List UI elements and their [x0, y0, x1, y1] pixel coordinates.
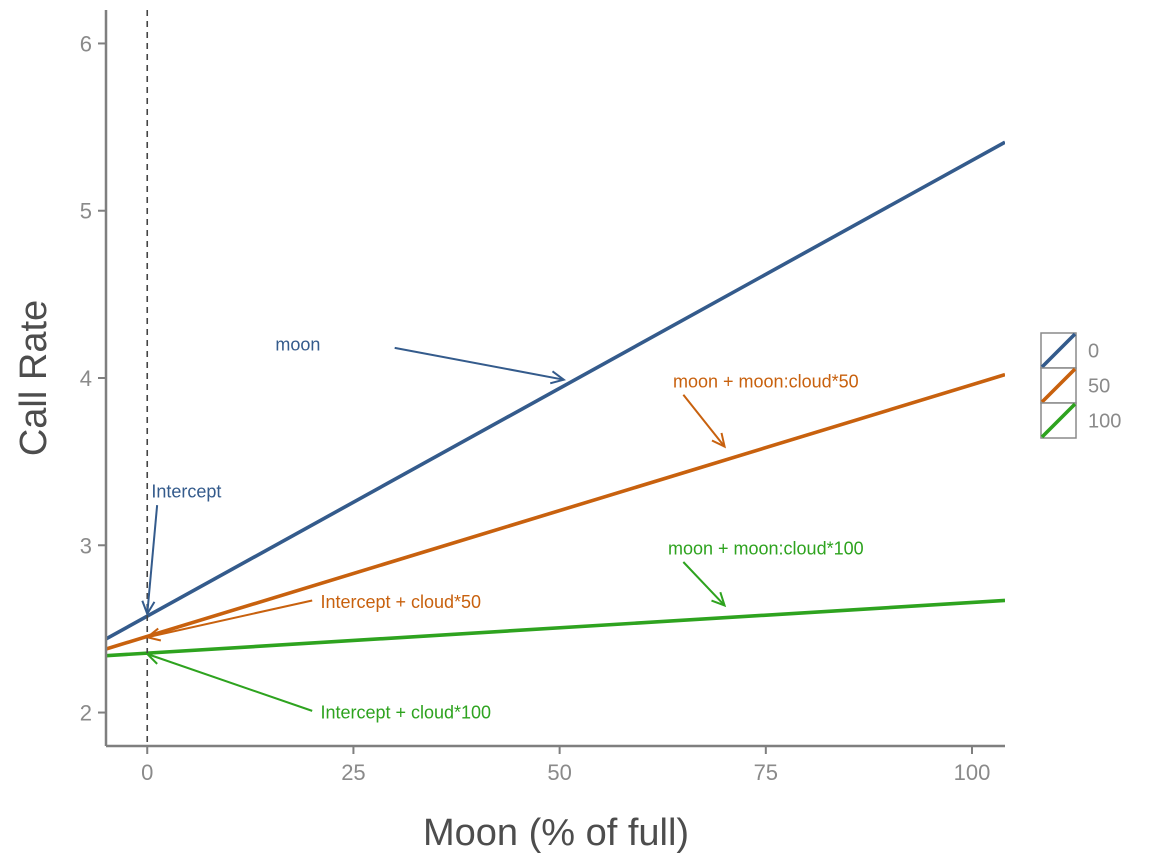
- y-tick-label: 4: [80, 366, 92, 391]
- x-tick-label: 75: [754, 760, 778, 785]
- legend: 0 50 100: [1040, 332, 1121, 439]
- annotation-label: moon: [275, 335, 320, 355]
- annotation-label: moon + moon:cloud*100: [668, 539, 864, 559]
- series-line-100: [106, 598, 1005, 658]
- y-tick-label: 6: [80, 31, 92, 56]
- legend-key-line-50: [1040, 367, 1077, 404]
- legend-key-line-100: [1040, 402, 1077, 439]
- y-tick-label: 2: [80, 701, 92, 726]
- y-tick-label: 3: [80, 533, 92, 558]
- annotation-arrow: [682, 394, 726, 448]
- series-line-50: [106, 372, 1005, 651]
- annotation-arrowhead: [711, 591, 727, 608]
- legend-label: 100: [1088, 411, 1121, 433]
- annotation-arrow: [394, 346, 564, 381]
- annotation-arrow: [146, 653, 313, 712]
- x-tick-label: 25: [341, 760, 365, 785]
- annotation-label: Intercept + cloud*50: [320, 592, 481, 612]
- annotation-arrow: [682, 561, 726, 607]
- x-tick-label: 100: [954, 760, 991, 785]
- y-tick-label: 5: [80, 199, 92, 224]
- annotation-arrowhead: [141, 600, 156, 617]
- x-axis-title: Moon (% of full): [423, 812, 689, 854]
- legend-key-line-0: [1040, 332, 1077, 369]
- annotation-arrowhead: [549, 370, 567, 385]
- x-tick-label: 50: [547, 760, 571, 785]
- series-line-0: [106, 140, 1005, 641]
- annotation-arrowhead: [711, 432, 727, 449]
- annotation-arrowhead: [145, 651, 162, 665]
- x-tick-label: 0: [141, 760, 153, 785]
- annotation-arrow: [147, 599, 313, 639]
- annotation-label: Intercept + cloud*100: [320, 703, 491, 723]
- annotation-label: Intercept: [151, 482, 221, 502]
- y-axis-title: Call Rate: [13, 300, 55, 456]
- legend-label: 0: [1088, 341, 1099, 363]
- annotation-label: moon + moon:cloud*50: [673, 371, 859, 391]
- legend-label: 50: [1088, 376, 1110, 398]
- annotation-arrow: [146, 505, 159, 614]
- annotation-arrowhead: [144, 627, 162, 642]
